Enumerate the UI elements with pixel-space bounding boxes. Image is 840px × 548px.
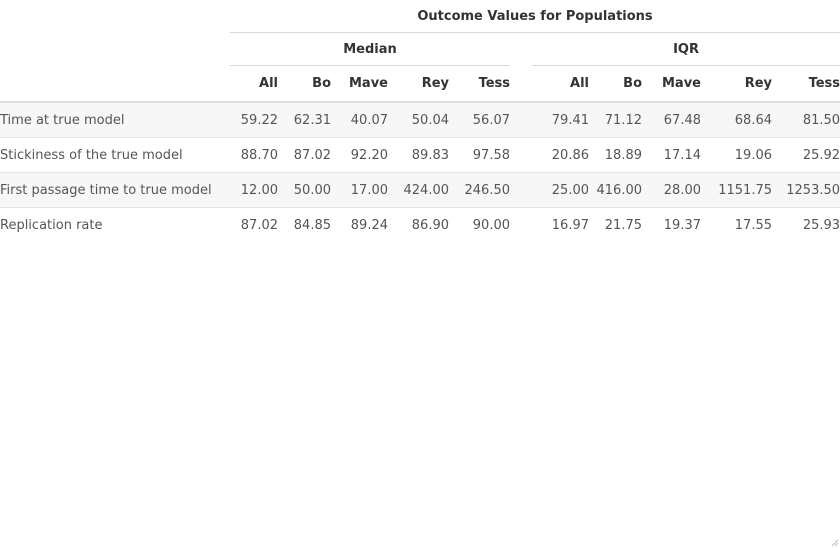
column-header-iqr-all: All	[532, 65, 589, 103]
column-header-iqr-tess: Tess	[772, 65, 840, 103]
table-cell: 67.48	[642, 102, 701, 138]
column-header-row: All Bo Mave Rey Tess All Bo Mave Rey Tes…	[0, 65, 840, 103]
stub-group-blank	[0, 33, 230, 66]
table-cell: 92.20	[331, 137, 388, 173]
table-cell: 87.02	[240, 217, 278, 233]
table-row: Replication rate 87.02 84.85 89.24 86.90…	[0, 208, 840, 243]
table-row: Time at true model 59.22 62.31 40.07 50.…	[0, 102, 840, 138]
column-header-iqr-rey: Rey	[701, 65, 772, 103]
resize-grip-icon[interactable]	[831, 539, 839, 547]
table-cell: 25.00	[532, 172, 589, 208]
table-cell: 90.00	[472, 217, 510, 233]
table-cell: 1151.75	[701, 172, 772, 208]
table-cell: 21.75	[604, 217, 642, 233]
gap-cell	[510, 102, 532, 138]
table-cell: 88.70	[230, 137, 278, 173]
stub-column-header	[0, 65, 230, 103]
title-row: Outcome Values for Populations	[0, 0, 840, 33]
column-header-median-bo: Bo	[278, 65, 331, 103]
table-cell: 97.58	[449, 137, 510, 173]
column-header-iqr-mave: Mave	[642, 65, 701, 103]
table-cell: 62.31	[278, 102, 331, 138]
column-header-iqr-bo: Bo	[589, 65, 642, 103]
table-cell: 19.37	[663, 217, 701, 233]
table-cell: 86.90	[411, 217, 449, 233]
table-cell: 1253.50	[772, 172, 840, 208]
column-header-median-rey: Rey	[388, 65, 449, 103]
table-cell: 56.07	[449, 102, 510, 138]
table-cell: 81.50	[772, 102, 840, 138]
table-cell: 50.00	[278, 172, 331, 208]
table-cell: 416.00	[589, 172, 642, 208]
table-cell: 89.24	[350, 217, 388, 233]
table-cell: 17.00	[331, 172, 388, 208]
table-cell: 25.93	[802, 217, 840, 233]
table-row: Stickiness of the true model 88.70 87.02…	[0, 137, 840, 173]
group-header-median: Median	[230, 32, 510, 66]
column-header-median-mave: Mave	[331, 65, 388, 103]
row-label: Stickiness of the true model	[0, 137, 230, 173]
table-cell: 68.64	[701, 102, 772, 138]
column-header-median-tess: Tess	[449, 65, 510, 103]
table-title: Outcome Values for Populations	[230, 0, 840, 33]
stub-header-blank	[0, 0, 230, 33]
gap-cell	[510, 137, 532, 173]
table-row: First passage time to true model 12.00 5…	[0, 172, 840, 208]
row-label: Time at true model	[0, 102, 230, 138]
table-cell: 17.14	[642, 137, 701, 173]
table-cell: 84.85	[293, 217, 331, 233]
column-header-median-all: All	[230, 65, 278, 103]
table-cell: 424.00	[388, 172, 449, 208]
group-header-iqr: IQR	[532, 32, 840, 66]
table-cell: 59.22	[230, 102, 278, 138]
gap-cell	[510, 208, 532, 243]
table-cell: 246.50	[449, 172, 510, 208]
group-gap	[510, 33, 532, 66]
table-cell: 50.04	[388, 102, 449, 138]
table-cell: 12.00	[230, 172, 278, 208]
table-cell: 19.06	[701, 137, 772, 173]
group-header-row: Median IQR	[0, 32, 840, 66]
table-cell: 89.83	[388, 137, 449, 173]
column-header-gap	[510, 65, 532, 103]
table-cell: 28.00	[642, 172, 701, 208]
table-cell: 17.55	[734, 217, 772, 233]
row-label: First passage time to true model	[0, 172, 230, 208]
table-cell: 79.41	[532, 102, 589, 138]
table-cell: 18.89	[589, 137, 642, 173]
outcome-values-table: Outcome Values for Populations Median IQ…	[0, 0, 840, 242]
row-label: Replication rate	[0, 217, 103, 233]
table-cell: 40.07	[331, 102, 388, 138]
table-cell: 71.12	[589, 102, 642, 138]
table-cell: 25.92	[772, 137, 840, 173]
table-cell: 87.02	[278, 137, 331, 173]
table-cell: 20.86	[532, 137, 589, 173]
gap-cell	[510, 172, 532, 208]
table-cell: 16.97	[551, 217, 589, 233]
